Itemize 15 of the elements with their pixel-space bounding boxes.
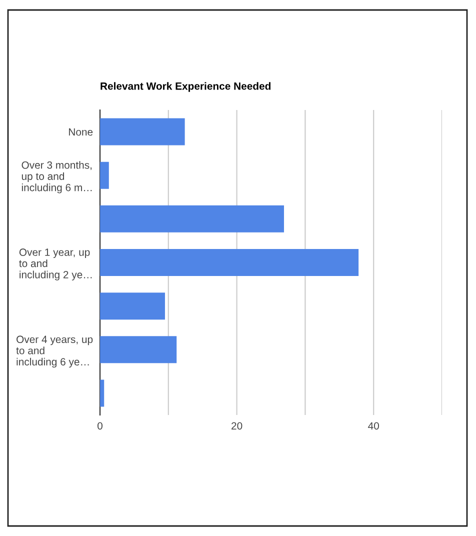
bar: [100, 162, 109, 189]
chart-title: Relevant Work Experience Needed: [100, 82, 270, 92]
x-tick-label: 40: [368, 422, 379, 430]
y-tick-label: None: [69, 128, 93, 136]
bar: [100, 292, 165, 320]
y-tick-label: Over 4 years, up to and including 6 ye…: [16, 336, 93, 368]
bar: [100, 118, 185, 146]
y-tick-label: Over 3 months, up to and including 6 m…: [22, 161, 92, 194]
bar: [100, 248, 359, 276]
bar: [100, 380, 104, 407]
bar: [100, 205, 284, 232]
y-tick-label: Over 1 year, up to and including 2 ye…: [19, 248, 92, 280]
x-tick-label: 0: [98, 422, 102, 430]
x-tick-label: 20: [232, 422, 242, 430]
bar: [100, 336, 177, 364]
